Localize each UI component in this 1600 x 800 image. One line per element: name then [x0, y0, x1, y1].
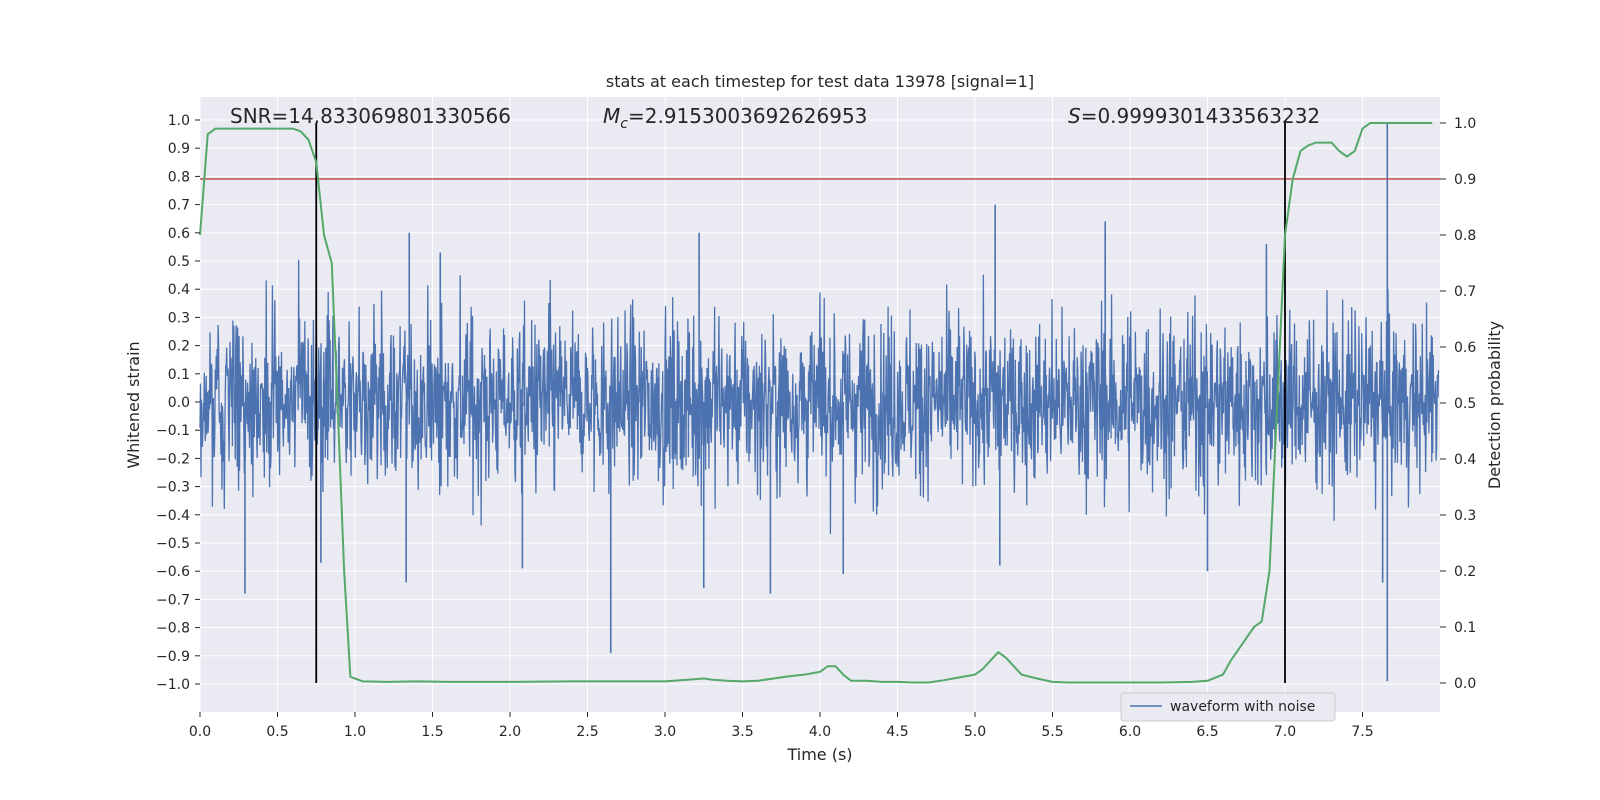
legend: waveform with noise [1120, 692, 1336, 722]
y-left-tick-label: 0.1 [168, 367, 190, 383]
chirp-mass-value: =2.9153003692626953 [628, 104, 867, 128]
y-left-tick-label: −1.0 [156, 677, 190, 693]
chart-title: stats at each timestep for test data 139… [606, 72, 1034, 91]
y-left-tick-label: −0.4 [156, 508, 190, 524]
x-tick-label: 5.0 [964, 724, 986, 740]
y-right-tick-label: 0.7 [1454, 284, 1476, 300]
y-left-tick-label: 0.4 [168, 282, 190, 298]
x-axis-ticks: 0.0 0.5 1.0 1.5 2.0 2.5 3.0 3.5 4.0 4.5 5.0 5.5 6.0 6… [189, 712, 1374, 740]
x-tick-label: 6.0 [1119, 724, 1141, 740]
x-tick-label: 0.0 [189, 724, 211, 740]
y-right-tick-label: 0.6 [1454, 340, 1476, 356]
y-right-tick-label: 1.0 [1454, 116, 1476, 132]
y-left-tick-label: 0.5 [168, 254, 190, 270]
y-right-axis-ticks: 1.0 0.9 0.8 0.7 0.6 0.5 0.4 0.3 0.2 0.1 0.0 [1440, 116, 1476, 692]
y-left-tick-label: −0.6 [156, 564, 190, 580]
y-left-tick-label: 0.8 [168, 169, 190, 185]
y-right-tick-label: 0.5 [1454, 396, 1476, 412]
y-left-tick-label: −0.8 [156, 621, 190, 637]
x-tick-label: 6.5 [1196, 724, 1218, 740]
y-left-tick-label: −0.5 [156, 536, 190, 552]
significance-symbol: S [1068, 104, 1081, 128]
snr-annotation: SNR=14.833069801330566 [230, 104, 511, 128]
x-tick-label: 7.5 [1351, 724, 1373, 740]
chirp-mass-annotation: Mc=2.9153003692626953 [603, 104, 867, 132]
y-right-tick-label: 0.2 [1454, 564, 1476, 580]
y-left-tick-label: −0.1 [156, 423, 190, 439]
x-tick-label: 2.0 [499, 724, 521, 740]
y-right-tick-label: 0.1 [1454, 620, 1476, 636]
chirp-mass-subscript: c [620, 116, 628, 132]
y-left-tick-label: 0.9 [168, 141, 190, 157]
significance-value: =0.9999301433563232 [1081, 104, 1320, 128]
y-right-tick-label: 0.8 [1454, 228, 1476, 244]
y-left-tick-label: 1.0 [168, 113, 190, 129]
y-left-tick-label: −0.7 [156, 592, 190, 608]
x-tick-label: 4.5 [886, 724, 908, 740]
y-left-tick-label: 0.3 [168, 310, 190, 326]
x-tick-label: 7.0 [1274, 724, 1296, 740]
x-tick-label: 0.5 [266, 724, 288, 740]
legend-box [1120, 692, 1336, 722]
chirp-mass-symbol: M [603, 104, 620, 128]
y-left-tick-label: 0.0 [168, 395, 190, 411]
significance-annotation: S=0.9999301433563232 [1068, 104, 1320, 128]
detection-probability-line [199, 122, 1433, 684]
y-left-tick-label: −0.2 [156, 451, 190, 467]
y-right-axis-label: Detection probability [1485, 321, 1504, 489]
y-right-tick-label: 0.3 [1454, 508, 1476, 524]
y-left-axis-label: Whitened strain [124, 341, 143, 468]
x-tick-label: 1.5 [421, 724, 443, 740]
y-left-tick-label: −0.9 [156, 649, 190, 665]
y-right-tick-label: 0.9 [1454, 172, 1476, 188]
chart-overlays [199, 122, 1440, 684]
waveform-series [199, 122, 1440, 682]
x-axis-label: Time (s) [786, 745, 852, 764]
x-tick-label: 2.5 [576, 724, 598, 740]
y-left-axis-ticks: 1.0 0.9 0.8 0.7 0.6 0.5 0.4 0.3 0.2 0.1 0.0 −0.1 −0.… [156, 113, 200, 693]
x-tick-label: 3.5 [731, 724, 753, 740]
y-right-tick-label: 0.0 [1454, 676, 1476, 692]
x-tick-label: 4.0 [809, 724, 831, 740]
y-right-tick-label: 0.4 [1454, 452, 1476, 468]
x-tick-label: 1.0 [344, 724, 366, 740]
y-left-tick-label: 0.7 [168, 198, 190, 214]
x-tick-label: 3.0 [654, 724, 676, 740]
legend-label-waveform: waveform with noise [1170, 699, 1315, 715]
y-left-tick-label: −0.3 [156, 480, 190, 496]
y-left-tick-label: 0.2 [168, 339, 190, 355]
x-tick-label: 5.5 [1041, 724, 1063, 740]
y-left-tick-label: 0.6 [168, 226, 190, 242]
